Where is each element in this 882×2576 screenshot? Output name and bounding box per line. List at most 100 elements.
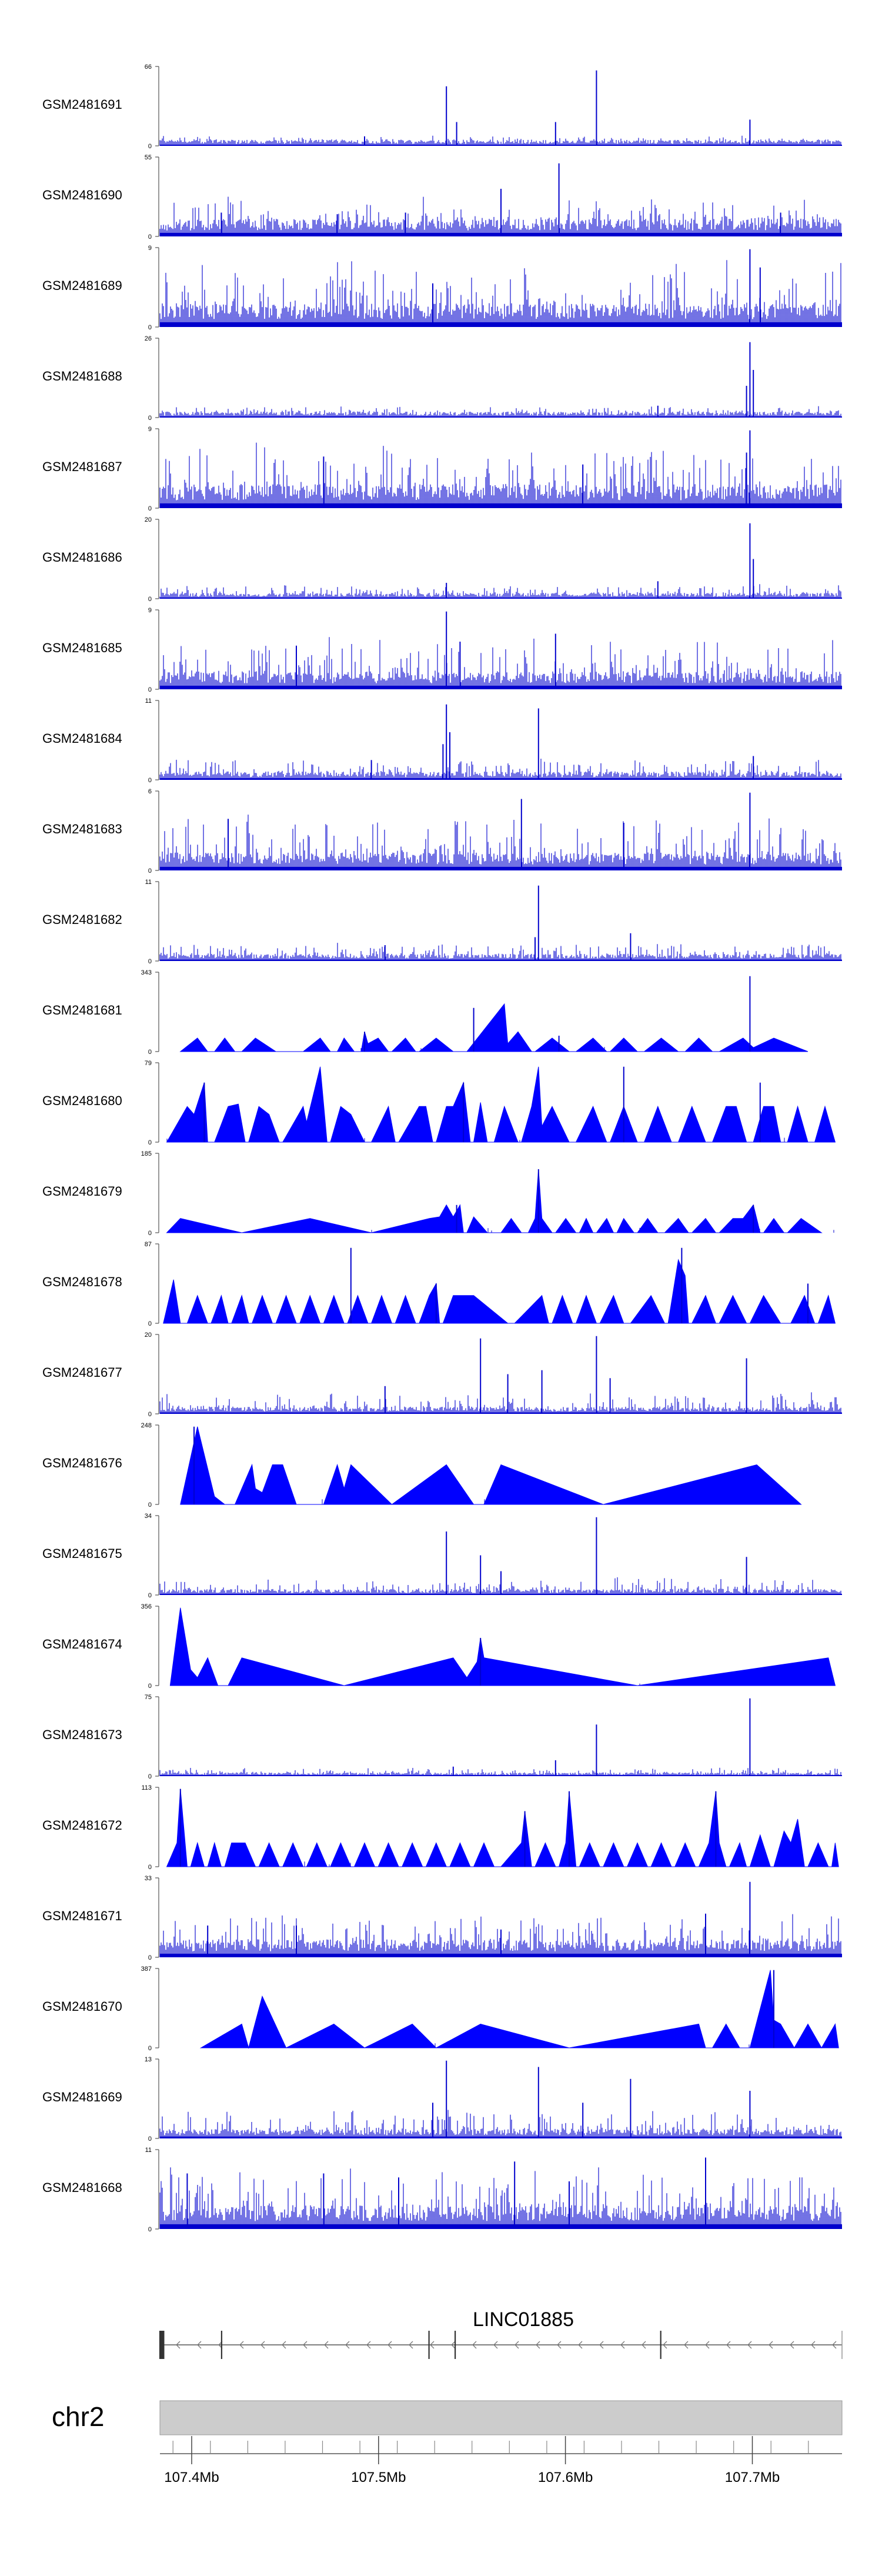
track-label: GSM2481687 (42, 459, 122, 474)
track-label: GSM2481682 (42, 912, 122, 927)
track-GSM2481686: GSM2481686 20 0 (42, 516, 842, 603)
track-GSM2481688: GSM2481688 26 0 (42, 335, 842, 422)
track-GSM2481677: GSM2481677 20 0 (42, 1332, 842, 1418)
track-ymax-label: 55 (145, 154, 152, 161)
track-ymin-label: 0 (148, 1683, 152, 1690)
coverage-signal (159, 584, 841, 599)
genome-axis-ticks: 107.4Mb 107.5Mb 107.6Mb 107.7Mb (164, 2436, 809, 2485)
track-ymin-label: 0 (148, 1501, 152, 1509)
coverage-signal (159, 815, 841, 870)
strand-arrow (726, 2341, 731, 2349)
track-label: GSM2481680 (42, 1093, 122, 1108)
track-ymax-label: 87 (145, 1241, 152, 1248)
strand-arrow (578, 2341, 583, 2349)
coverage-baseline (160, 1775, 842, 1776)
track-ymax-label: 79 (145, 1060, 152, 1067)
track-ymin-label: 0 (148, 1954, 152, 1961)
track-ymax-label: 11 (145, 879, 152, 886)
track-ymin-label: 0 (148, 2226, 152, 2233)
track-ymax-label: 13 (145, 2056, 152, 2063)
genome-axis-track: chr2 107.4Mb 107.5Mb 107.6Mb 107.7Mb (52, 2400, 843, 2485)
track-ymax-label: 75 (145, 1694, 152, 1701)
coverage-baseline (160, 597, 842, 599)
coverage-signal (159, 135, 841, 146)
track-label: GSM2481671 (42, 1908, 122, 1923)
track-label: GSM2481686 (42, 550, 122, 565)
major-tick-label: 107.5Mb (351, 2470, 406, 2485)
track-label: GSM2481677 (42, 1365, 122, 1380)
strand-arrow (260, 2341, 265, 2349)
coverage-signal (159, 1914, 841, 1957)
track-GSM2481670: GSM2481670 387 0 (42, 1966, 839, 2052)
track-label: GSM2481688 (42, 369, 122, 383)
coverage-signal (159, 1767, 841, 1776)
track-GSM2481685: GSM2481685 9 0 (42, 607, 842, 693)
track-GSM2481671: GSM2481671 33 0 (42, 1875, 842, 1961)
track-GSM2481684: GSM2481684 11 0 (42, 698, 842, 784)
track-ymax-label: 20 (145, 516, 152, 523)
strand-arrow (282, 2341, 286, 2349)
strand-arrow (451, 2341, 456, 2349)
track-ymax-label: 387 (141, 1966, 152, 1973)
track-ymax-label: 185 (141, 1150, 152, 1157)
track-label: GSM2481684 (42, 731, 122, 746)
coverage-area (163, 1259, 836, 1324)
track-ymin-label: 0 (148, 1049, 152, 1056)
track-GSM2481676: GSM2481676 248 0 (42, 1422, 802, 1509)
track-GSM2481691: GSM2481691 66 0 (42, 64, 842, 150)
track-label: GSM2481669 (42, 2090, 122, 2104)
track-ymax-label: 9 (148, 607, 152, 614)
track-ymin-label: 0 (148, 143, 152, 150)
strand-arrow (303, 2341, 308, 2349)
coverage-baseline (160, 144, 842, 146)
gene-name-label: LINC01885 (473, 2308, 574, 2331)
track-label: GSM2481672 (42, 1818, 122, 1833)
track-ymax-label: 6 (148, 788, 152, 795)
track-GSM2481678: GSM2481678 87 0 (42, 1241, 836, 1327)
major-tick-label: 107.6Mb (538, 2470, 593, 2485)
coverage-area (166, 1788, 839, 1867)
coverage-baseline (160, 322, 842, 327)
coverage-signal (159, 1392, 841, 1414)
strand-arrow (684, 2341, 689, 2349)
strand-arrow (557, 2341, 562, 2349)
track-GSM2481683: GSM2481683 6 0 (42, 788, 842, 875)
coverage-area (199, 1970, 839, 2049)
track-ymin-label: 0 (148, 958, 152, 965)
coverage-baseline (160, 416, 842, 418)
track-ymin-label: 0 (148, 324, 152, 331)
track-label: GSM2481681 (42, 1003, 122, 1017)
track-ymax-label: 113 (141, 1784, 152, 1791)
track-label: GSM2481678 (42, 1274, 122, 1289)
track-ymin-label: 0 (148, 686, 152, 693)
strand-arrow (832, 2341, 837, 2349)
strand-arrow (472, 2341, 477, 2349)
strand-arrow (324, 2341, 329, 2349)
strand-arrow (514, 2341, 519, 2349)
track-ymin-label: 0 (148, 1230, 152, 1237)
track-label: GSM2481668 (42, 2180, 122, 2195)
strand-arrow (599, 2341, 604, 2349)
strand-arrow (366, 2341, 371, 2349)
gene-end-block (160, 2331, 163, 2359)
major-tick-label: 107.7Mb (725, 2470, 780, 2485)
strand-arrow (642, 2341, 646, 2349)
track-label: GSM2481679 (42, 1184, 122, 1199)
strand-arrow (387, 2341, 392, 2349)
track-GSM2481669: GSM2481669 13 0 (42, 2056, 842, 2143)
coverage-area (179, 1003, 808, 1052)
track-ymax-label: 66 (145, 64, 152, 71)
chromosome-ideogram (159, 2400, 843, 2435)
track-ymax-label: 356 (141, 1603, 152, 1610)
strand-arrow (197, 2341, 202, 2349)
track-GSM2481689: GSM2481689 9 0 (42, 245, 842, 331)
track-ymax-label: 11 (145, 698, 152, 705)
coverage-signal (159, 943, 841, 961)
track-ymax-label: 11 (145, 2147, 152, 2154)
track-GSM2481681: GSM2481681 343 0 (42, 969, 808, 1056)
coverage-signal (159, 759, 841, 780)
track-GSM2481673: GSM2481673 75 0 (42, 1694, 842, 1780)
strand-arrow (430, 2341, 435, 2349)
